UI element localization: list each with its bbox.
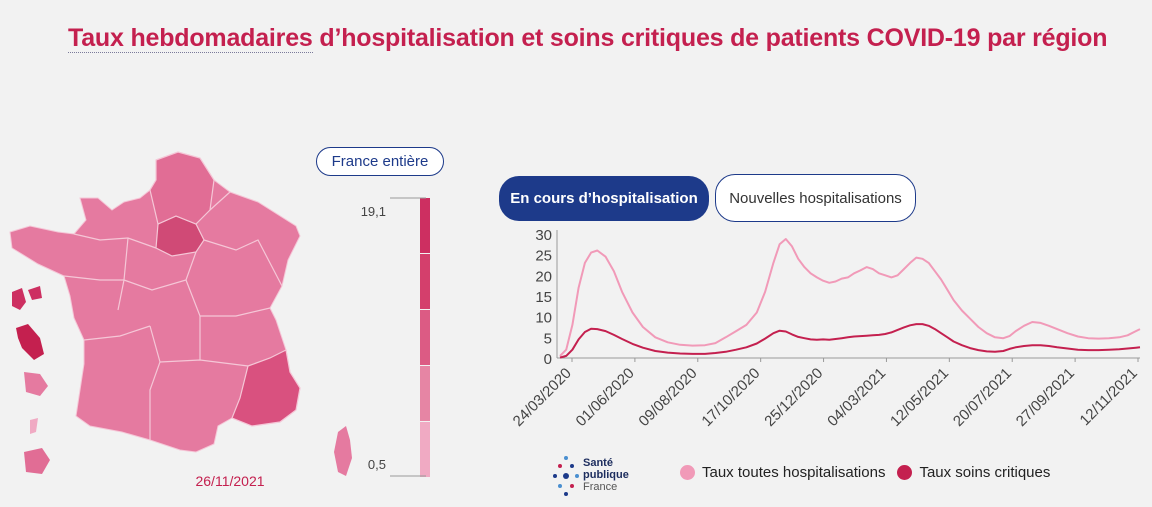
- scale-box-1: [420, 254, 430, 309]
- x-tick-label: 04/03/2021: [824, 365, 889, 430]
- y-tick-label: 10: [535, 310, 552, 327]
- scale-max-label: 19,1: [361, 204, 386, 219]
- chart-lines: [559, 238, 1141, 359]
- map-region-paca[interactable]: [231, 349, 301, 427]
- map-region-reunion[interactable]: [24, 448, 50, 474]
- x-tick-label: 25/12/2020: [761, 365, 826, 430]
- scale-box-4: [420, 422, 430, 477]
- logo-line1: Santé: [583, 457, 613, 469]
- map-borders: [63, 191, 283, 440]
- map-region-corse[interactable]: [334, 426, 352, 476]
- sante-publique-logo-text: Santé publique France: [583, 457, 629, 493]
- chart-axes: [556, 230, 1140, 359]
- line-chart: 0 5 10 15 20 25 30 24/03/202001/06/202009/08/20…: [510, 227, 1141, 430]
- france-entiere-button[interactable]: France entière: [316, 147, 444, 176]
- color-scale: 19,1 0,5: [361, 197, 430, 477]
- map-region-mainland[interactable]: [9, 151, 301, 453]
- x-tick-label: 12/11/2021: [1077, 365, 1141, 429]
- x-tick-label: 27/09/2021: [1013, 365, 1078, 430]
- sante-publique-logo: [553, 456, 579, 496]
- legend-crit-dot: [897, 465, 913, 480]
- map-region-guyane[interactable]: [24, 372, 48, 396]
- y-tick-label: 15: [535, 289, 552, 306]
- legend-hosp-dot: [680, 465, 695, 480]
- map-date: 26/11/2021: [195, 473, 265, 489]
- y-tick-label: 0: [544, 351, 552, 368]
- chart-legend: Taux toutes hospitalisations Taux soins …: [680, 464, 1050, 481]
- scale-box-2: [420, 310, 430, 365]
- series-line-0: [559, 238, 1141, 357]
- logo-line2: publique: [583, 469, 629, 481]
- nouvelles-hospitalisations-tab[interactable]: Nouvelles hospitalisations: [715, 174, 916, 222]
- x-tick-label: 17/10/2020: [698, 365, 763, 430]
- map-region-martinique[interactable]: [16, 324, 44, 360]
- y-tick-label: 30: [535, 227, 552, 244]
- x-tick-label: 24/03/2020: [510, 365, 575, 430]
- en-cours-hospitalisation-tab[interactable]: En cours d’hospitalisation: [499, 176, 709, 221]
- scale-box-0: [420, 198, 430, 253]
- series-line-1: [559, 323, 1141, 359]
- logo-line3: France: [583, 481, 618, 493]
- y-tick-label: 25: [535, 248, 552, 265]
- map-region-hdf[interactable]: [149, 151, 215, 225]
- color-scale-boxes: [420, 198, 430, 477]
- map-region-mayotte[interactable]: [30, 418, 38, 434]
- x-tick-label: 01/06/2020: [573, 365, 638, 430]
- chart-ticks: 0 5 10 15 20 25 30 24/03/202001/06/202009/08/20…: [510, 227, 1141, 430]
- scale-min-label: 0,5: [368, 457, 386, 472]
- page-title: Taux hebdomadaires d’hospitalisation et …: [68, 24, 1128, 53]
- legend-crit-label[interactable]: Taux soins critiques: [919, 464, 1051, 481]
- title-abbr[interactable]: Taux hebdomadaires: [68, 24, 313, 53]
- legend-hosp-label[interactable]: Taux toutes hospitalisations: [702, 464, 886, 481]
- x-tick-label: 12/05/2021: [887, 365, 952, 430]
- title-rest: d’hospitalisation et soins critiques de …: [312, 24, 1108, 52]
- france-map[interactable]: [0, 140, 360, 480]
- x-tick-label: 09/08/2020: [635, 365, 700, 430]
- x-tick-label: 20/07/2021: [950, 365, 1015, 430]
- scale-box-3: [420, 366, 430, 421]
- map-region-guadeloupe[interactable]: [12, 286, 42, 310]
- y-tick-label: 5: [544, 330, 552, 347]
- y-tick-label: 20: [535, 268, 552, 285]
